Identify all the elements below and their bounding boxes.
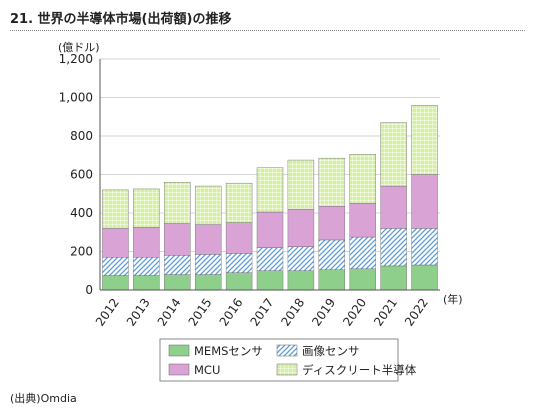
x-tick-label: 2012 [93, 296, 122, 329]
bar-segment [102, 257, 129, 276]
bar-segment [225, 272, 253, 291]
legend-label: MEMSセンサ [194, 344, 263, 358]
x-tick-label: 2017 [247, 296, 276, 329]
bar-segment [133, 188, 160, 228]
bar-segment [102, 189, 129, 229]
bar-segment [133, 227, 160, 258]
legend-swatch [276, 363, 298, 376]
legend-label: MCU [194, 363, 220, 377]
x-tick-label: 2022 [402, 296, 431, 329]
bar-segment [164, 223, 191, 256]
stacked-bar-chart: (億ドル) 0 200 400 600 800 1,000 1,200 2012 2013 2014… [58, 41, 463, 382]
bar-segment [194, 274, 222, 291]
bar-segment [287, 208, 315, 247]
bar-segment [349, 203, 376, 238]
bar-segment [102, 228, 129, 258]
y-tick-label: 800 [70, 129, 93, 143]
y-tick-label: 200 [70, 245, 93, 259]
bar-segment [256, 247, 284, 271]
bar-segment [194, 185, 222, 225]
bar-segment [380, 265, 407, 291]
bar-segment [133, 275, 160, 291]
x-tick-label: 2019 [309, 296, 338, 329]
bar-segment [318, 157, 346, 207]
source-note: (出典)Omdia [10, 392, 77, 405]
y-tick-label: 1,200 [59, 52, 93, 66]
bars [102, 104, 438, 291]
bar-segment [164, 181, 191, 224]
y-tick-label: 400 [70, 206, 93, 220]
y-axis-unit-label: (億ドル) [58, 41, 100, 54]
bar-segment [194, 254, 222, 275]
bar-segment [133, 257, 160, 276]
bar-segment [349, 268, 376, 291]
x-tick-label: 2014 [155, 296, 184, 329]
x-axis-unit-label: (年) [443, 292, 463, 306]
y-tick-label: 600 [70, 168, 93, 182]
x-tick-label: 2018 [278, 296, 307, 329]
x-tick-label: 2020 [340, 296, 369, 329]
bar-segment [380, 228, 407, 267]
legend-swatch [168, 344, 190, 357]
y-tick-label: 1,000 [59, 91, 93, 105]
x-tick-label: 2021 [371, 296, 400, 329]
bar-segment [102, 275, 129, 291]
legend: MEMSセンサ 画像センサ MCU ディスクリート半導体 [159, 338, 417, 382]
bar-segment [256, 167, 284, 213]
bar-segment [318, 206, 346, 241]
bar-segment [318, 239, 346, 270]
y-tick-label: 0 [85, 283, 93, 297]
legend-swatch [168, 363, 190, 376]
x-tick-label: 2013 [124, 296, 153, 329]
bar-segment [287, 270, 315, 291]
bar-segment [411, 264, 438, 291]
bar-segment [256, 270, 284, 291]
bar-segment [225, 253, 253, 273]
bar-segment [411, 228, 438, 266]
x-tick-label: 2015 [186, 296, 215, 329]
bar-segment [287, 246, 315, 271]
bar-segment [287, 159, 315, 210]
bar-segment [411, 174, 438, 229]
bar-segment [225, 182, 253, 223]
legend-label: ディスクリート半導体 [302, 363, 417, 377]
chart-title: 21. 世界の半導体市場(出荷額)の推移 [10, 12, 232, 27]
bar-segment [256, 211, 284, 248]
bar-segment [349, 154, 376, 204]
bar-segment [349, 236, 376, 270]
bar-segment [318, 269, 346, 291]
bar-segment [225, 222, 253, 254]
x-tick-label: 2016 [217, 296, 246, 329]
bar-segment [194, 224, 222, 255]
legend-swatch [276, 344, 298, 357]
bar-segment [380, 185, 407, 229]
bar-segment [164, 255, 191, 275]
bar-segment [411, 104, 438, 175]
bar-segment [164, 274, 191, 291]
bar-segment [380, 122, 407, 187]
legend-label: 画像センサ [302, 344, 360, 358]
title-divider [10, 30, 525, 31]
